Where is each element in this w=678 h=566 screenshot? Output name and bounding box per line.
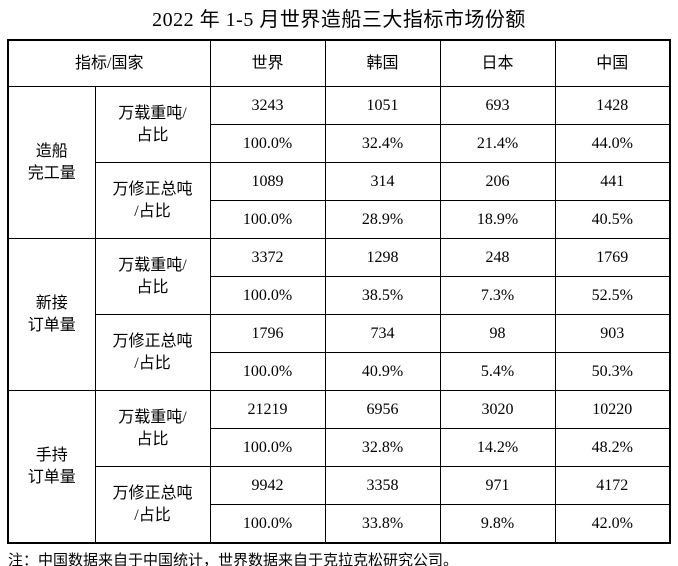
value-cell: 98 [439,314,556,353]
unit-label-line2: /占比 [134,506,171,524]
unit-label-line2: 占比 [136,430,169,448]
value-cell: 6956 [324,390,441,429]
share-cell: 18.9% [439,200,556,239]
header-china: 中国 [554,39,671,87]
value-cell: 903 [554,314,671,353]
value-cell: 206 [439,162,556,201]
header-korea: 韩国 [324,39,441,87]
share-cell: 21.4% [439,124,556,163]
unit-label-line2: /占比 [134,202,171,220]
unit-label-line1: 万修正总吨 [112,180,193,198]
value-cell: 314 [324,162,441,201]
value-cell: 1051 [324,86,441,125]
share-cell: 9.8% [439,504,556,544]
share-cell: 100.0% [209,352,326,391]
table-row: 万修正总吨 /占比 9942 3358 971 4172 [8,466,671,544]
value-cell: 21219 [209,390,326,429]
header-world: 世界 [209,39,326,87]
share-cell: 7.3% [439,276,556,315]
unit-cgt-cell: 万修正总吨 /占比 [94,466,211,544]
unit-label-line1: 万修正总吨 [112,484,193,502]
unit-label-line1: 万载重吨/ [118,256,187,274]
unit-label-line1: 万载重吨/ [118,408,187,426]
shipbuilding-share-table: 指标/国家 世界 韩国 日本 中国 造船 完工量 万载重吨/ 占比 3243 1… [7,39,671,544]
group-label-completions: 造船 完工量 [7,86,96,239]
value-cell: 248 [439,238,556,277]
share-cell: 100.0% [209,504,326,544]
table-row: 手持 订单量 万载重吨/ 占比 21219 6956 3020 10220 [7,390,671,544]
footnote: 注：中国数据来自于中国统计，世界数据来自于克拉克松研究公司。 [8,552,459,566]
table-row: 100.0% 33.8% 9.8% 42.0% [8,504,671,544]
table-row: 100.0% 32.4% 21.4% 44.0% [8,124,671,163]
table-title: 2022 年 1-5 月世界造船三大指标市场份额 [152,9,526,31]
value-cell: 1428 [554,86,671,125]
value-cell: 971 [439,466,556,505]
header-japan: 日本 [439,39,556,87]
group-label-line2: 完工量 [27,164,76,182]
table-row: 100.0% 38.5% 7.3% 52.5% [8,276,671,315]
group-label-line2: 订单量 [27,468,76,486]
value-cell: 693 [439,86,556,125]
share-cell: 14.2% [439,428,556,467]
corner-cell: 指标/国家 [7,39,211,87]
unit-label-line1: 万修正总吨 [112,332,193,350]
share-cell: 50.3% [554,352,671,391]
table-row: 100.0% 28.9% 18.9% 40.5% [8,200,671,239]
value-cell: 3372 [209,238,326,277]
group-label-line1: 新接 [35,294,68,312]
share-cell: 38.5% [324,276,441,315]
share-cell: 44.0% [554,124,671,163]
unit-cgt-cell: 万修正总吨 /占比 [94,314,211,391]
table-row: 万修正总吨 /占比 1089 314 206 441 [8,162,671,239]
share-cell: 32.8% [324,428,441,467]
value-cell: 1769 [554,238,671,277]
value-cell: 9942 [209,466,326,505]
table-row: 100.0% 40.9% 5.4% 50.3% [8,352,671,391]
share-cell: 100.0% [209,276,326,315]
table-row: 100.0% 32.8% 14.2% 48.2% [8,428,671,467]
share-cell: 40.9% [324,352,441,391]
unit-dwt-cell: 万载重吨/ 占比 [94,238,211,315]
group-label-backlog: 手持 订单量 [7,390,96,544]
value-cell: 1796 [209,314,326,353]
value-cell: 3243 [209,86,326,125]
share-cell: 32.4% [324,124,441,163]
value-cell: 1089 [209,162,326,201]
share-cell: 33.8% [324,504,441,544]
value-cell: 3358 [324,466,441,505]
value-cell: 441 [554,162,671,201]
unit-dwt-cell: 万载重吨/ 占比 [94,390,211,467]
unit-cgt-cell: 万修正总吨 /占比 [94,162,211,239]
unit-label-line2: 占比 [136,126,169,144]
group-label-line1: 造船 [35,142,68,160]
group-label-line1: 手持 [35,446,68,464]
unit-dwt-cell: 万载重吨/ 占比 [94,86,211,163]
value-cell: 734 [324,314,441,353]
header-row: 指标/国家 世界 韩国 日本 中国 [7,39,671,87]
share-cell: 100.0% [209,124,326,163]
table-row: 新接 订单量 万载重吨/ 占比 3372 1298 248 1769 [7,238,671,391]
value-cell: 10220 [554,390,671,429]
share-cell: 52.5% [554,276,671,315]
share-cell: 28.9% [324,200,441,239]
unit-label-line2: 占比 [136,278,169,296]
share-cell: 100.0% [209,428,326,467]
value-cell: 3020 [439,390,556,429]
value-cell: 4172 [554,466,671,505]
unit-label-line1: 万载重吨/ [118,104,187,122]
share-cell: 100.0% [209,200,326,239]
share-cell: 42.0% [554,504,671,544]
group-label-new-orders: 新接 订单量 [7,238,96,391]
table-row: 万修正总吨 /占比 1796 734 98 903 [8,314,671,391]
table-row: 造船 完工量 万载重吨/ 占比 3243 1051 693 1428 [7,86,671,239]
share-cell: 5.4% [439,352,556,391]
share-cell: 48.2% [554,428,671,467]
value-cell: 1298 [324,238,441,277]
group-label-line2: 订单量 [27,316,76,334]
unit-label-line2: /占比 [134,354,171,372]
share-cell: 40.5% [554,200,671,239]
